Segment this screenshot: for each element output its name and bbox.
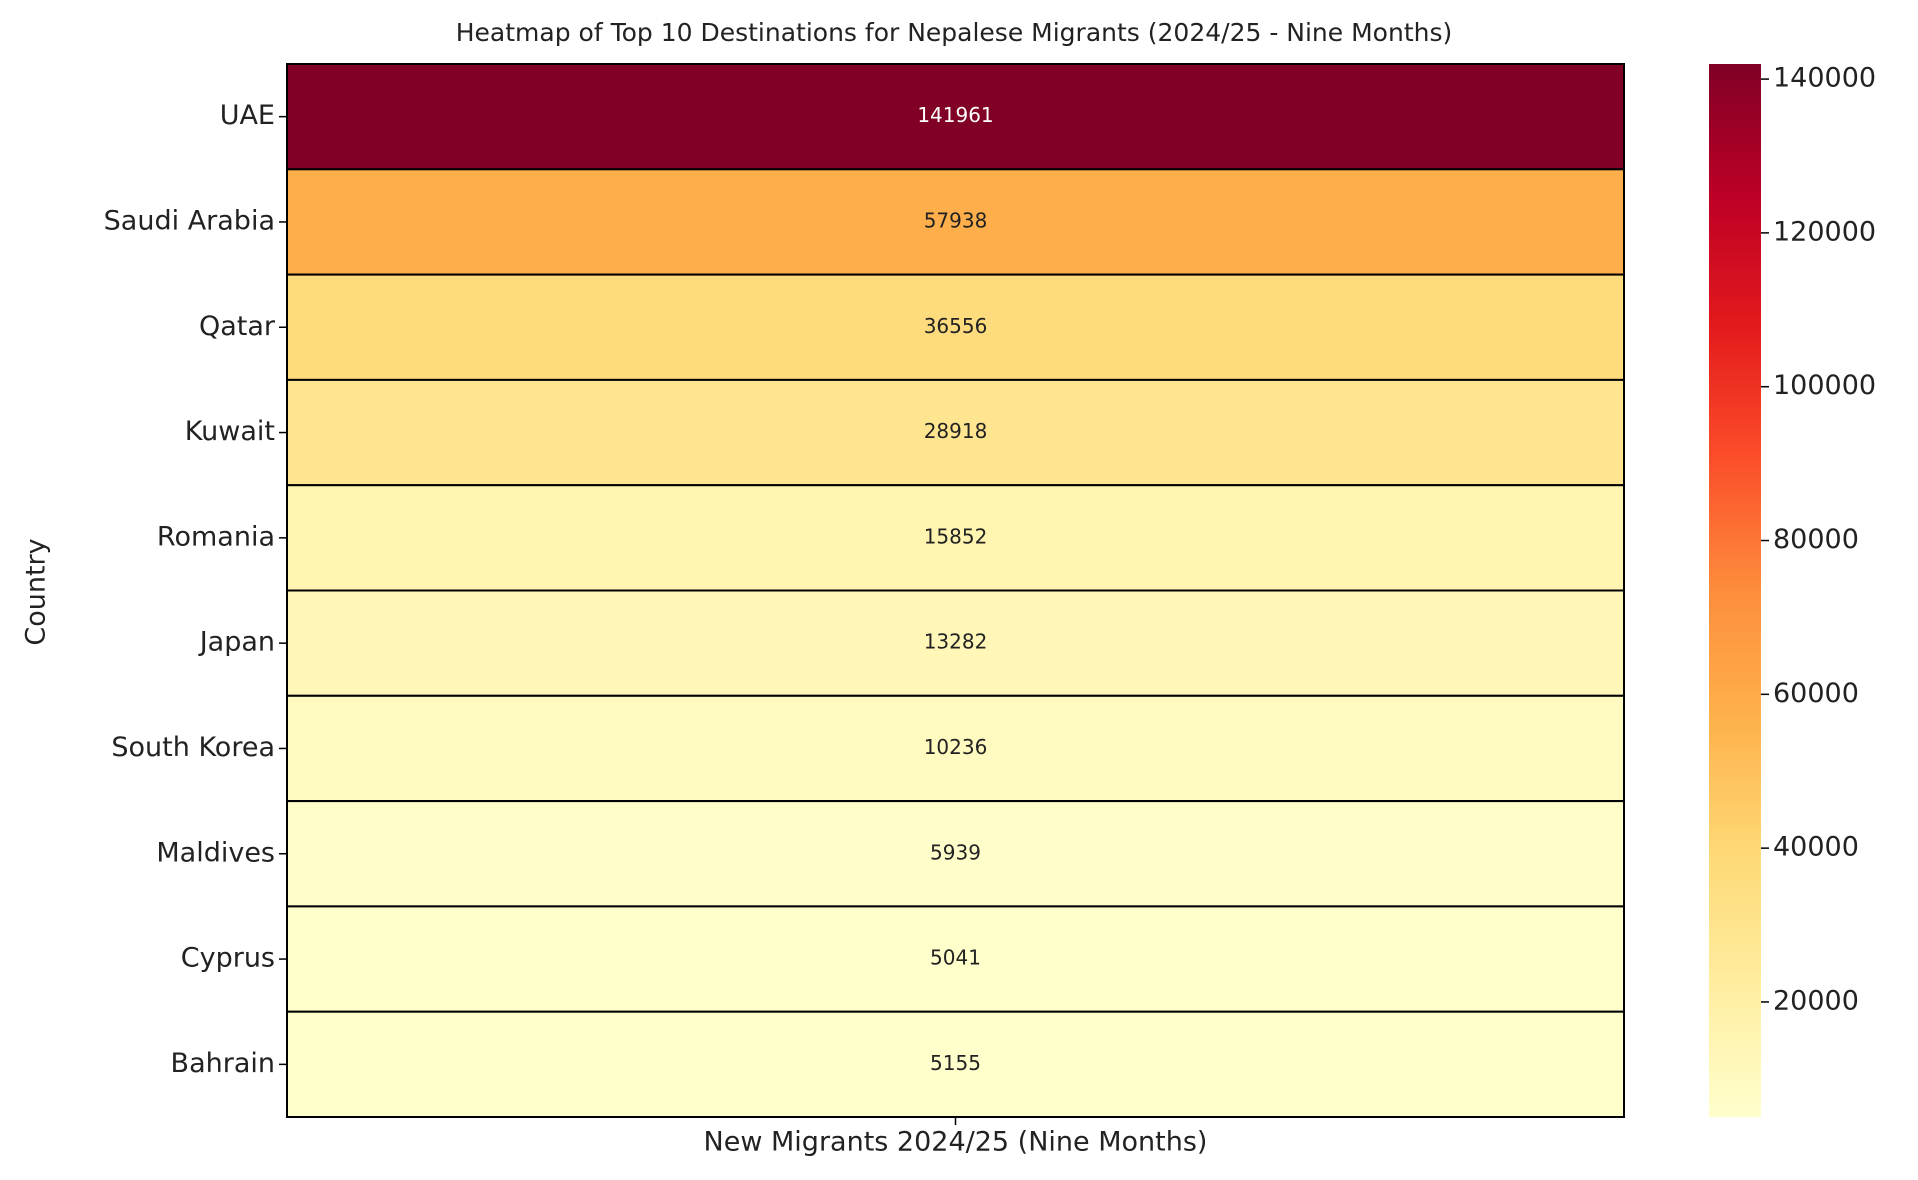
cell-label: 5939 <box>930 840 981 864</box>
y-tick-label: Bahrain <box>171 1048 275 1079</box>
cell-label: 10236 <box>924 735 988 759</box>
y-tick-label: Kuwait <box>185 416 275 447</box>
colorbar-tick-label: 80000 <box>1773 524 1859 555</box>
colorbar-tick-label: 140000 <box>1773 63 1876 94</box>
cell-label: 57938 <box>924 208 988 232</box>
y-axis-label: Country <box>21 538 52 645</box>
cell-label: 36556 <box>924 314 988 338</box>
y-tick-label: Romania <box>157 521 275 552</box>
cell-label: 28918 <box>924 419 988 443</box>
heatmap-cell <box>286 63 1625 171</box>
cell-label: 141961 <box>917 103 993 127</box>
heatmap-cell <box>286 1010 1625 1119</box>
y-tick-label: South Korea <box>111 732 275 763</box>
colorbar-tick-label: 40000 <box>1773 832 1859 863</box>
colorbar-tick-label: 120000 <box>1773 216 1876 247</box>
heatmap-cell <box>286 589 1625 697</box>
y-tick-label: Japan <box>198 627 275 658</box>
plot-frame <box>286 63 1625 1118</box>
colorbar <box>1709 64 1761 1117</box>
colorbar-tick-label: 60000 <box>1773 678 1859 709</box>
y-tick-label: UAE <box>220 100 275 131</box>
chart-title: Heatmap of Top 10 Destinations for Nepal… <box>456 18 1453 47</box>
heatmap-cell <box>286 800 1625 908</box>
cell-label: 5041 <box>930 946 981 970</box>
cell-label: 13282 <box>924 630 988 654</box>
y-tick-label: Saudi Arabia <box>104 205 275 236</box>
y-tick-label: Cyprus <box>181 943 275 974</box>
colorbar-tick-label: 20000 <box>1773 985 1859 1016</box>
colorbar-tick-label: 100000 <box>1773 370 1876 401</box>
y-tick-label: Qatar <box>199 311 276 342</box>
cell-label: 15852 <box>924 524 988 548</box>
heatmap-cell <box>286 378 1625 487</box>
cell-label: 5155 <box>930 1051 981 1075</box>
heatmap-cell <box>286 694 1625 803</box>
heatmap-cell <box>286 168 1625 276</box>
y-tick-label: Maldives <box>156 837 275 868</box>
x-tick-label: New Migrants 2024/25 (Nine Months) <box>704 1127 1208 1158</box>
